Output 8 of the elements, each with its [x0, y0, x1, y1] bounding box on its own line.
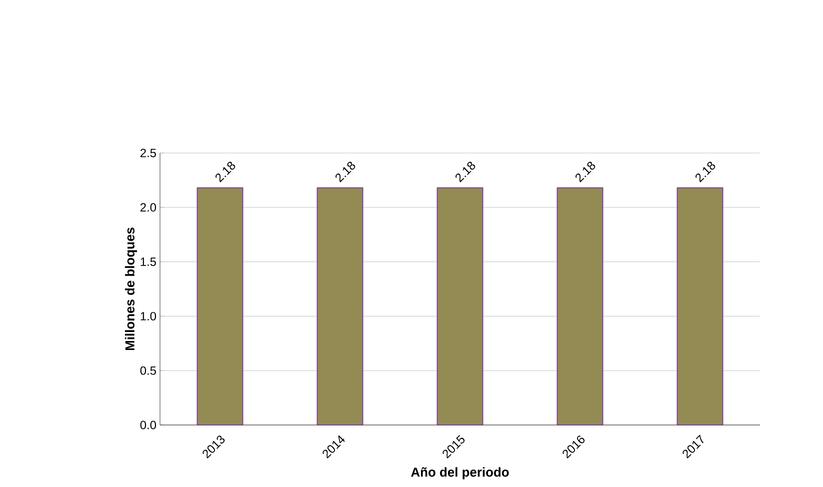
y-tick-label: 2.5 — [140, 148, 156, 158]
y-tick-label: 2.0 — [140, 203, 156, 212]
y-tick-label: 1.0 — [140, 312, 156, 320]
y-tick-label: 0.5 — [140, 366, 156, 375]
y-axis-title: Millones de bloques — [124, 228, 138, 350]
y-tick-label: 0.0 — [140, 420, 156, 430]
y-tick-label: 1.5 — [140, 258, 156, 266]
x-axis-title: Año del periodo — [411, 467, 509, 480]
